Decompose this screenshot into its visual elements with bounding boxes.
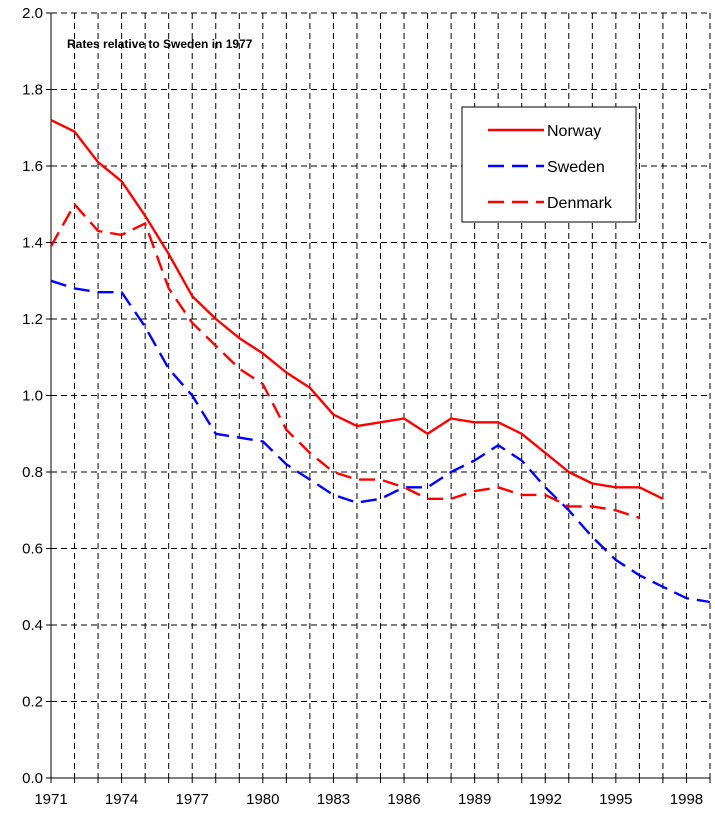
grid-lines <box>51 12 711 778</box>
x-tick-label: 1977 <box>176 791 209 808</box>
series-line-sweden <box>50 279 711 604</box>
y-tick-label: 0.8 <box>22 464 43 481</box>
x-tick-label: 1995 <box>599 791 632 808</box>
x-tick-label: 1986 <box>387 791 420 808</box>
y-tick-label: 1.6 <box>22 158 43 175</box>
x-tick-label: 1980 <box>246 791 279 808</box>
series-line-norway <box>50 119 664 500</box>
legend: Norway Sweden Denmark <box>461 106 637 223</box>
x-tick-label: 1974 <box>105 791 138 808</box>
y-tick-label: 2.0 <box>22 5 43 22</box>
y-tick-label: 0.2 <box>22 694 43 711</box>
y-tick-label: 1.2 <box>22 311 43 328</box>
legend-label-norway: Norway <box>547 123 601 140</box>
y-tick-label: 0.6 <box>22 541 43 558</box>
x-tick-label: 1989 <box>458 791 491 808</box>
legend-label-denmark: Denmark <box>547 195 613 212</box>
y-tick-label: 1.8 <box>22 82 43 99</box>
y-tick-label: 0.0 <box>22 770 43 787</box>
x-tick-label: 1998 <box>670 791 703 808</box>
legend-label-sweden: Sweden <box>547 159 605 176</box>
x-tick-labels: 1971 1974 1977 1980 1983 1986 1989 1992 1995 1998 <box>34 791 703 808</box>
x-tick-label: 1992 <box>529 791 562 808</box>
axes <box>46 12 711 783</box>
y-tick-label: 1.0 <box>22 388 43 405</box>
chart-annotation: Rates relative to Sweden in 1977 <box>67 37 253 51</box>
y-tick-labels: 0.0 0.2 0.4 0.6 0.8 1.0 1.2 1.4 1.6 1.8 2.0 <box>22 5 43 787</box>
x-tick-label: 1971 <box>34 791 67 808</box>
series-line-denmark <box>49 203 640 520</box>
series-lines <box>49 119 711 604</box>
x-tick-label: 1983 <box>317 791 350 808</box>
y-tick-label: 0.4 <box>22 617 43 634</box>
y-tick-label: 1.4 <box>22 235 43 252</box>
